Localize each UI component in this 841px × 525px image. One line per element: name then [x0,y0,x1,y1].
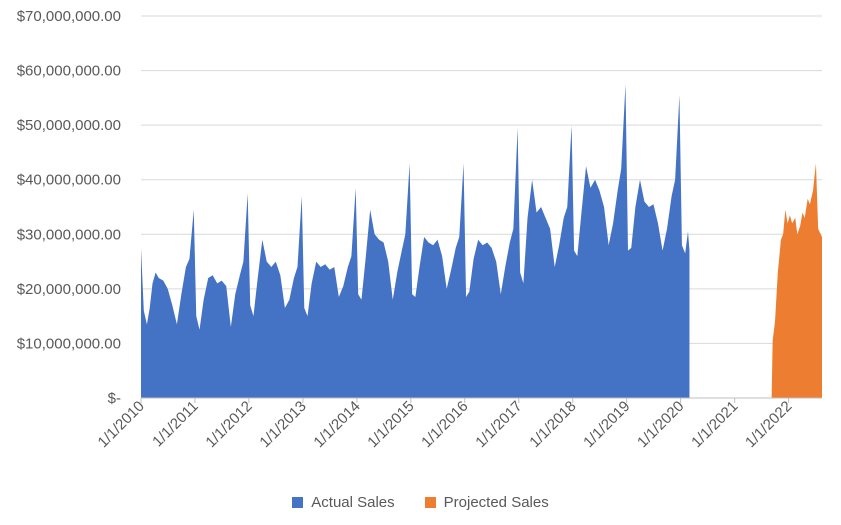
gridlines [141,15,822,344]
y-tick-label: $- [108,390,121,407]
x-tick-label: 1/1/2014 [310,398,363,451]
x-tick-label: 1/1/2011 [149,398,202,451]
x-tick-label: 1/1/2016 [418,398,471,451]
legend-swatch-projected [424,497,436,508]
x-tick-label: 1/1/2010 [95,398,148,451]
y-tick-label: $20,000,000.00 [17,281,121,298]
x-tick-label: 1/1/2022 [742,398,795,451]
y-tick-label: $50,000,000.00 [17,117,121,134]
y-axis-tick-labels: $- $10,000,000.00 $20,000,000.00 $30,000,00… [17,8,121,407]
y-tick-label: $70,000,000.00 [17,8,121,25]
y-tick-label: $10,000,000.00 [17,335,121,352]
x-axis-tick-labels: 1/1/2010 1/1/2011 1/1/2012 1/1/2013 1/1/2014… [95,398,796,451]
y-tick-label: $40,000,000.00 [17,172,121,189]
x-tick-label: 1/1/2015 [364,398,417,451]
x-tick-label: 1/1/2017 [472,398,525,451]
x-tick-label: 1/1/2019 [580,398,633,451]
area-projected-sales [771,163,822,398]
x-tick-label: 1/1/2021 [688,398,741,451]
y-tick-label: $30,000,000.00 [17,226,121,243]
legend: Actual Sales Projected Sales [0,494,841,511]
legend-label-projected: Projected Sales [443,494,549,511]
x-tick-label: 1/1/2013 [256,398,309,451]
legend-item-actual: Actual Sales [292,494,395,511]
legend-swatch-actual [292,497,304,508]
x-tick-label: 1/1/2020 [634,398,687,451]
area-actual-sales [141,84,690,399]
x-tick-label: 1/1/2012 [202,398,255,451]
chart-areas [141,84,822,399]
legend-label-actual: Actual Sales [311,494,395,511]
y-tick-label: $60,000,000.00 [17,63,121,80]
legend-item-projected: Projected Sales [424,494,549,511]
x-tick-label: 1/1/2018 [526,398,579,451]
